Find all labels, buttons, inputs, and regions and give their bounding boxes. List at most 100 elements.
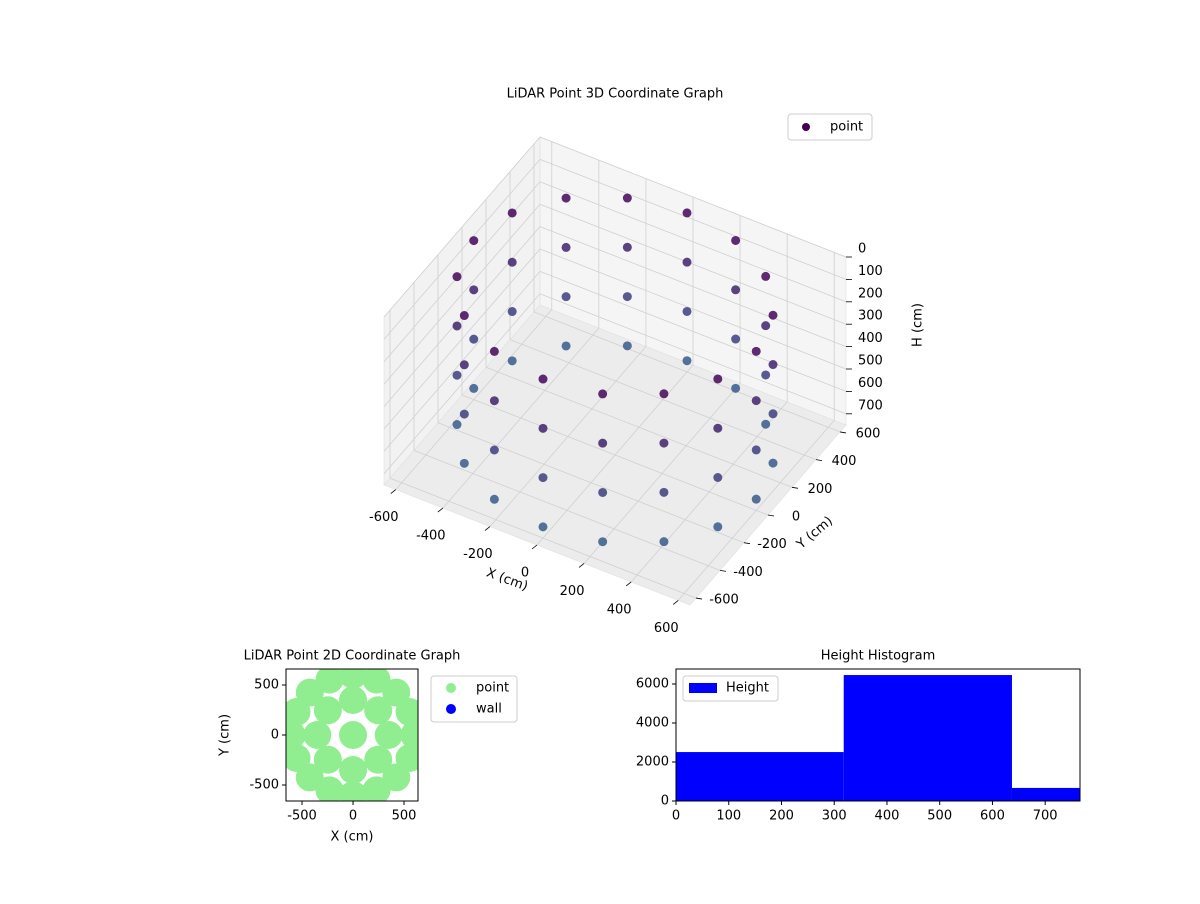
- point: [768, 458, 778, 468]
- point: [598, 389, 608, 399]
- x-tick-label: 500: [392, 809, 417, 824]
- tick-mark: [437, 507, 444, 513]
- y-tick-label: -500: [249, 778, 279, 793]
- y-tick-label: 0: [792, 510, 800, 525]
- chart-title: LiDAR Point 2D Coordinate Graph: [244, 649, 461, 664]
- y-tick-label: -200: [757, 537, 787, 552]
- grid-line: [389, 477, 697, 599]
- point: [489, 494, 499, 504]
- y-tick-label: 0: [271, 728, 279, 743]
- point: [761, 370, 771, 380]
- point: [364, 696, 393, 725]
- point: [315, 776, 344, 801]
- legend-marker: [446, 704, 456, 714]
- legend-marker: [446, 683, 456, 693]
- grid-line: [383, 203, 541, 385]
- grid-line: [539, 271, 847, 392]
- x-tick-label: -600: [369, 510, 399, 525]
- x-tick-label: 500: [927, 809, 952, 824]
- point: [507, 356, 517, 366]
- tick-mark: [743, 542, 751, 545]
- point: [682, 356, 692, 366]
- legend-box: [787, 113, 873, 141]
- grid-line: [539, 181, 847, 303]
- y-tick-label: 600: [856, 426, 881, 441]
- point: [313, 745, 342, 774]
- x-tick-label: 0: [672, 809, 680, 824]
- legend-marker: [802, 123, 810, 131]
- point: [364, 745, 393, 774]
- point: [622, 292, 632, 302]
- point: [731, 285, 741, 295]
- point: [768, 409, 778, 419]
- grid-line: [485, 366, 793, 488]
- point: [538, 522, 548, 532]
- point: [459, 458, 469, 468]
- axes-frame: [675, 668, 1081, 802]
- point: [713, 522, 723, 532]
- point: [598, 487, 608, 497]
- point: [469, 285, 479, 295]
- x-tick-label: 600: [654, 621, 679, 636]
- x-tick-label: 600: [980, 809, 1005, 824]
- tick-mark: [839, 431, 847, 434]
- grid-line: [539, 136, 847, 258]
- legend-patch: [689, 683, 717, 693]
- point: [761, 321, 771, 331]
- point: [339, 721, 368, 749]
- point: [374, 721, 403, 749]
- x-tick-label: -500: [287, 809, 317, 824]
- grid-line: [437, 422, 745, 544]
- y-axis-label: Y (cm): [218, 714, 233, 757]
- point: [452, 272, 462, 282]
- point: [751, 445, 761, 455]
- point: [598, 537, 608, 547]
- point: [400, 721, 418, 749]
- point: [538, 473, 548, 483]
- point: [362, 669, 391, 694]
- tick-mark: [531, 544, 538, 550]
- tick-mark: [815, 459, 823, 462]
- point: [713, 473, 723, 483]
- x-tick-label: 300: [822, 809, 847, 824]
- point: [286, 698, 311, 726]
- point: [313, 696, 342, 725]
- grid-line: [533, 311, 841, 433]
- legend-label: point: [830, 120, 863, 135]
- point: [303, 721, 332, 749]
- x-tick-label: 400: [607, 602, 632, 617]
- z-tick-label: 400: [858, 331, 883, 346]
- grid-line: [413, 450, 721, 571]
- point: [507, 257, 517, 267]
- tick-mark: [484, 526, 491, 531]
- point: [452, 420, 462, 430]
- point: [561, 193, 571, 203]
- z-tick-label: 700: [858, 398, 883, 413]
- grid-line: [509, 339, 817, 460]
- point: [659, 487, 669, 497]
- point: [459, 311, 469, 321]
- z-tick-label: 300: [858, 309, 883, 324]
- point: [768, 360, 778, 370]
- grid-line: [539, 226, 847, 347]
- point: [538, 423, 548, 433]
- z-tick-label: 600: [858, 376, 883, 391]
- y-tick-label: 4000: [636, 716, 669, 731]
- plot-area: [286, 669, 418, 801]
- y-tick-label: 2000: [636, 755, 669, 770]
- point: [622, 242, 632, 252]
- point: [339, 686, 368, 714]
- tick-mark: [719, 569, 727, 572]
- point: [659, 537, 669, 547]
- tick-mark: [791, 486, 799, 489]
- point: [713, 374, 723, 384]
- point: [489, 396, 499, 406]
- z-tick-label: 500: [858, 354, 883, 369]
- grid-line: [383, 159, 541, 340]
- point: [489, 346, 499, 356]
- point: [452, 370, 462, 380]
- z-tick-label: 0: [858, 242, 866, 257]
- point: [561, 341, 571, 351]
- grid-line: [383, 248, 541, 430]
- point: [459, 360, 469, 370]
